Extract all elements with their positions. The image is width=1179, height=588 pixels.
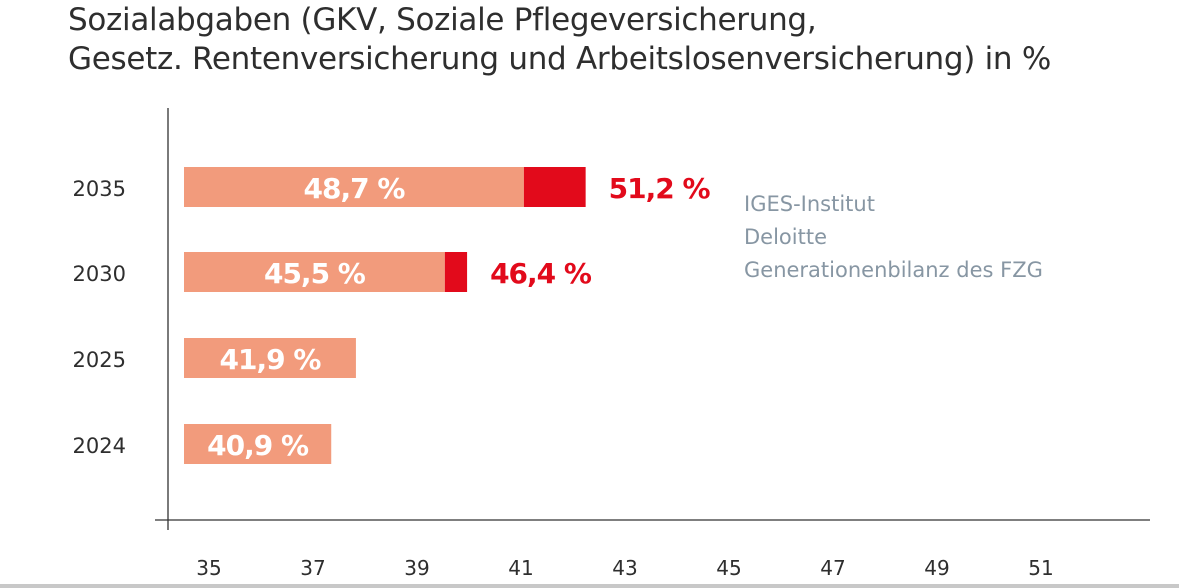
- x-tick-label: 47: [820, 556, 845, 580]
- bar-base-label: 48,7 %: [303, 172, 405, 205]
- sources-legend: IGES-Institut Deloitte Generationenbilan…: [744, 188, 1043, 287]
- x-tick-label: 37: [300, 556, 325, 580]
- x-tick-label: 49: [924, 556, 949, 580]
- x-tick-label: 35: [196, 556, 221, 580]
- source-fzg: Generationenbilanz des FZG: [744, 258, 1043, 282]
- y-category-label: 2030: [73, 262, 126, 286]
- bar-upper: [444, 252, 468, 292]
- bar-base-label: 40,9 %: [207, 429, 309, 462]
- bar-base-label: 45,5 %: [264, 257, 366, 290]
- x-tick-label: 39: [404, 556, 429, 580]
- bar-upper: [523, 167, 586, 207]
- x-tick-label: 51: [1028, 556, 1053, 580]
- y-category-label: 2035: [73, 177, 126, 201]
- source-deloitte: Deloitte: [744, 225, 827, 249]
- source-iges: IGES-Institut: [744, 192, 875, 216]
- x-tick-label: 45: [716, 556, 741, 580]
- bar-base: [184, 424, 332, 464]
- bar-base: [184, 338, 356, 378]
- bar-base: [184, 167, 524, 207]
- y-category-label: 2025: [73, 348, 126, 372]
- bar-upper-label: 46,4 %: [490, 257, 592, 290]
- x-tick-label: 41: [508, 556, 533, 580]
- bar-base: [184, 252, 445, 292]
- bottom-border: [0, 584, 1179, 588]
- chart-title-line-1: Sozialabgaben (GKV, Soziale Pflegeversic…: [68, 2, 817, 38]
- bar-base-label: 41,9 %: [220, 343, 322, 376]
- y-category-label: 2024: [73, 434, 126, 458]
- chart-title-line-2: Gesetz. Rentenversicherung und Arbeitslo…: [68, 41, 1051, 77]
- x-tick-label: 43: [612, 556, 637, 580]
- bar-upper-label: 51,2 %: [609, 172, 711, 205]
